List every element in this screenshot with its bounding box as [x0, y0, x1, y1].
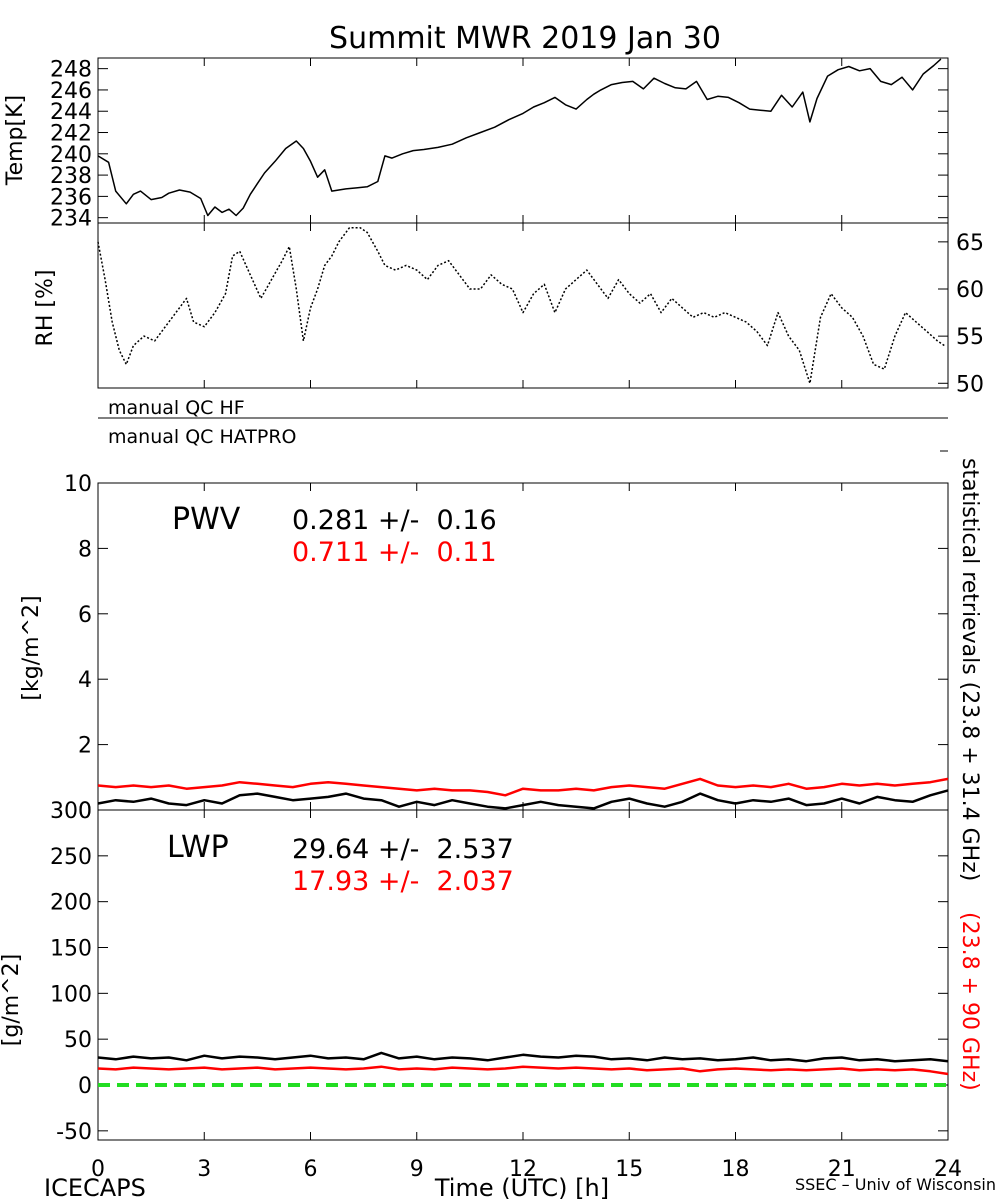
y-tick-label-temp: 236 [50, 185, 92, 210]
x-tick-label: 24 [934, 1157, 962, 1182]
y-tick-label-rh: 55 [956, 325, 984, 350]
x-axis-title: Time (UTC) [h] [434, 1174, 609, 1200]
y-tick-label-lwp: 0 [78, 1074, 92, 1099]
temp-panel: Temp[K] [3, 57, 949, 224]
lwp-red-stat: 17.93 +/- 2.037 [292, 866, 514, 897]
series-line-lwp-1 [97, 1065, 949, 1076]
pwv-red-stat: 0.711 +/- 0.11 [292, 537, 497, 568]
rh-ylabel: RH [%] [33, 270, 58, 347]
series-line-lwp-0 [97, 1051, 949, 1063]
y-tick-label-rh: 50 [956, 372, 984, 397]
pwv-black-stat: 0.281 +/- 0.16 [292, 505, 497, 536]
chart-marks: 234236238240242244246248505560650246810-… [50, 58, 984, 1182]
y-tick-label-temp: 240 [50, 143, 92, 168]
qc-strips: manual QC HF manual QC HATPRO [98, 397, 948, 452]
x-tick-label: 12 [509, 1157, 537, 1182]
y-tick-label-rh: 60 [956, 278, 984, 303]
footer-right: SSEC – Univ of Wisconsin [795, 1175, 996, 1194]
right-label-red: (23.8 + 90 GHz) [957, 912, 982, 1091]
y-tick-label-temp: 246 [50, 79, 92, 104]
footer-left: ICECAPS [44, 1174, 146, 1200]
right-label-black: statistical retrievals (23.8 + 31.4 GHz) [957, 458, 982, 881]
pwv-label: PWV [172, 502, 241, 537]
y-tick-label-pwv: 8 [78, 537, 92, 562]
temp-ylabel: Temp[K] [3, 95, 28, 186]
x-tick-label: 3 [197, 1157, 211, 1182]
y-tick-label-temp: 244 [50, 100, 92, 125]
series-line-pwv-0 [97, 789, 949, 810]
y-tick-label-lwp: 100 [50, 982, 92, 1007]
y-tick-label-temp: 234 [50, 207, 92, 232]
y-tick-label-lwp: -50 [56, 1120, 92, 1145]
y-tick-label-pwv: 10 [64, 472, 92, 497]
y-tick-label-lwp: 150 [50, 937, 92, 962]
temp-plot-frame [97, 57, 949, 224]
x-tick-label: 21 [828, 1157, 856, 1182]
y-tick-label-rh: 65 [956, 231, 984, 256]
x-tick-label: 6 [304, 1157, 318, 1182]
x-tick-label: 0 [91, 1157, 105, 1182]
x-tick-label: 9 [410, 1157, 424, 1182]
pwv-panel: [kg/m^2] PWV 0.281 +/- 0.16 0.711 +/- 0.… [19, 482, 949, 811]
rh-plot-frame [97, 222, 949, 389]
rh-panel: RH [%] [33, 222, 949, 389]
y-tick-label-temp: 248 [50, 58, 92, 83]
y-tick-label-pwv: 2 [78, 734, 92, 759]
lwp-label: LWP [167, 830, 229, 865]
y-tick-label-pwv: 6 [78, 603, 92, 628]
series-line-temp-0 [97, 58, 942, 217]
qc-hatpro-label: manual QC HATPRO [108, 426, 297, 448]
series-line-rh-0 [97, 226, 945, 385]
y-tick-label-lwp: 200 [50, 891, 92, 916]
lwp-ylabel: [g/m^2] [0, 954, 24, 1046]
y-tick-label-pwv: 4 [78, 668, 92, 693]
x-tick-label: 15 [615, 1157, 643, 1182]
lwp-black-stat: 29.64 +/- 2.537 [292, 834, 514, 865]
series-line-pwv-1 [97, 777, 949, 797]
x-tick-label: 18 [722, 1157, 750, 1182]
y-tick-label-temp: 242 [50, 122, 92, 147]
qc-hf-label: manual QC HF [108, 397, 245, 419]
y-tick-label-temp: 238 [50, 164, 92, 189]
y-tick-label-lwp: 50 [64, 1028, 92, 1053]
pwv-ylabel: [kg/m^2] [19, 595, 44, 700]
y-tick-label-lwp: 300 [50, 799, 92, 824]
page-title: Summit MWR 2019 Jan 30 [329, 21, 721, 56]
lwp-panel: [g/m^2] LWP 29.64 +/- 2.537 17.93 +/- 2.… [0, 809, 949, 1141]
y-tick-label-pwv: 0 [78, 799, 92, 824]
y-tick-label-lwp: 250 [50, 845, 92, 870]
